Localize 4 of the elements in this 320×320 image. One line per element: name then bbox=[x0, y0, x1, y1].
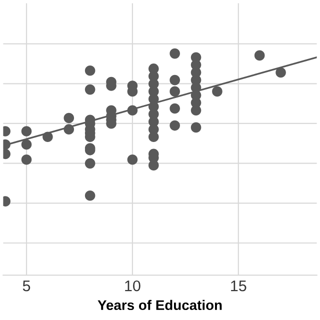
x-tick-label: 5 bbox=[22, 280, 30, 292]
x-tick-label: 10 bbox=[125, 280, 140, 292]
x-tick-label: 15 bbox=[231, 280, 246, 292]
x-axis-title: Years of Education bbox=[98, 300, 222, 310]
